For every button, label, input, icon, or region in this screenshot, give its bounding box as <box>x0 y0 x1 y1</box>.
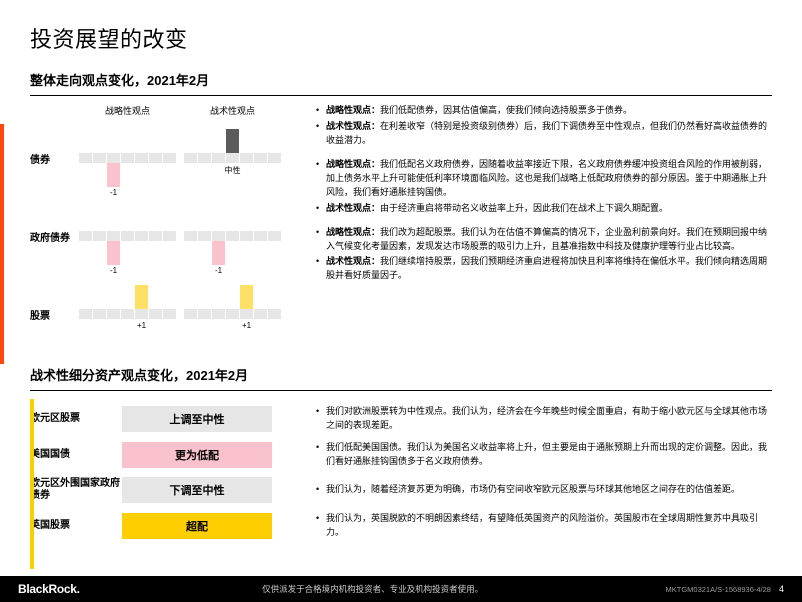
scale-value-label: +1 <box>242 321 251 330</box>
tactical-tag: 上调至中性 <box>122 406 272 432</box>
tactical-asset-name: 欧元区外围国家政府债券 <box>30 478 122 502</box>
tactical-asset-name: 美国国债 <box>30 449 122 461</box>
footer: BlackRock. 仅供派发于合格境内机构投资者、专业及机构投资者使用。 MK… <box>0 576 802 602</box>
section2-heading: 战术性细分资产观点变化，2021年2月 <box>30 365 772 384</box>
scale-value-label: 中性 <box>225 165 241 176</box>
asset-row: 债券 -1 中性 <box>30 119 300 197</box>
column-labels: 战略性观点 战术性观点 <box>30 104 300 117</box>
col-tactical-label: 战术性观点 <box>180 104 285 117</box>
bullet-item: 战术性观点：由于经济重启将带动名义收益率上升，因此我们在战术上下调久期配置。 <box>316 202 772 216</box>
divider <box>30 390 772 391</box>
divider <box>30 95 772 96</box>
tactical-tag: 更为低配 <box>122 442 272 468</box>
upper-left-panel: 战略性观点 战术性观点 债券 -1 中性政府债券 -1 -1 股票 +1 +1 <box>30 104 300 353</box>
tactical-asset-name: 英国股票 <box>30 520 122 532</box>
bullet-item: 战术性观点：在利差收窄（特别是投资级别债券）后，我们下调债券至中性观点，但我们仍… <box>316 120 772 148</box>
brand-logo: BlackRock. <box>18 582 80 596</box>
brand-text: BlackRock <box>18 582 77 596</box>
scale-value-label: +1 <box>137 321 146 330</box>
tactical-bullet: 我们对欧洲股票转为中性观点。我们认为，经济会在今年晚些时候全面重启，有助于缩小欧… <box>316 405 772 432</box>
asset-row: 股票 +1 +1 <box>30 275 300 353</box>
footer-disclaimer: 仅供派发于合格境内机构投资者、专业及机构投资者使用。 <box>80 583 666 595</box>
accent-bar-orange <box>0 124 4 364</box>
footer-code: MKTGM0321A/S-1568936-4/28 <box>666 585 771 594</box>
bullet-item: 战略性观点：我们低配债券，因其估值偏高，使我们倾向选持股票多于债券。 <box>316 104 772 118</box>
scale-value-label: -1 <box>110 266 117 275</box>
tactical-row: 欧元区外围国家政府债券下调至中性 我们认为，随着经济复苏更为明确，市场仍有空间收窄… <box>30 477 772 503</box>
tactical-bullet: 我们认为，英国脱欧的不明朗因素终结，有望降低英国资产的风险溢价。英国股市在全球周… <box>316 512 772 539</box>
tactical-row: 美国国债更为低配 我们低配美国国债。我们认为美国名义收益率将上升，但主要是由于通胀… <box>30 441 772 468</box>
tactical-tag: 超配 <box>122 513 272 539</box>
bullet-item: 战略性观点：我们改为超配股票。我们认为在估值不算偏高的情况下，企业盈利前景向好。… <box>316 226 772 254</box>
page-title: 投资展望的改变 <box>30 22 772 54</box>
page-number: 4 <box>779 584 784 594</box>
section1-heading: 整体走向观点变化，2021年2月 <box>30 70 772 89</box>
asset-name: 股票 <box>30 307 75 322</box>
asset-name: 债券 <box>30 151 75 166</box>
scale-value-label: -1 <box>110 188 117 197</box>
tactical-row: 欧元区股票上调至中性 我们对欧洲股票转为中性观点。我们认为，经济会在今年晚些时候全… <box>30 405 772 432</box>
tactical-bullet: 我们认为，随着经济复苏更为明确，市场仍有空间收窄欧元区股票与环球其他地区之间存在… <box>316 483 772 497</box>
asset-name: 政府债券 <box>30 229 75 244</box>
accent-bar-yellow <box>30 399 34 569</box>
tactical-row: 英国股票超配 我们认为，英国脱欧的不明朗因素终结，有望降低英国资产的风险溢价。英国… <box>30 512 772 539</box>
scale-value-label: -1 <box>215 266 222 275</box>
bullet-item: 战略性观点：我们低配名义政府债券，因随着收益率接近下限，名义政府债券缓冲投资组合… <box>316 158 772 200</box>
asset-row: 政府债券 -1 -1 <box>30 197 300 275</box>
tactical-bullet: 我们低配美国国债。我们认为美国名义收益率将上升，但主要是由于通胀预期上升而出现的… <box>316 441 772 468</box>
tactical-asset-name: 欧元区股票 <box>30 413 122 425</box>
tactical-tag: 下调至中性 <box>122 477 272 503</box>
bullet-item: 战术性观点：我们继续增持股票，因我们预期经济重启进程将加快且利率将维持在偏低水平… <box>316 255 772 283</box>
upper-right-panel: 战略性观点：我们低配债券，因其估值偏高，使我们倾向选持股票多于债券。战术性观点：… <box>300 104 772 353</box>
col-strategic-label: 战略性观点 <box>75 104 180 117</box>
